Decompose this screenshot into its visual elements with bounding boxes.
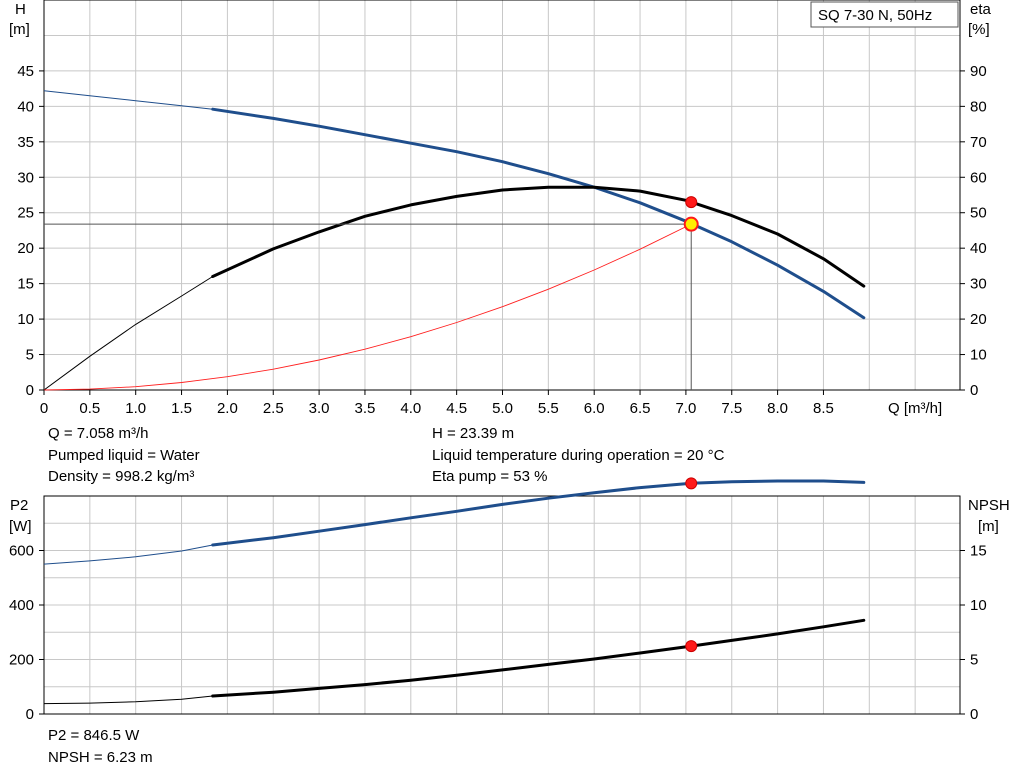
bottom-y-right-label-2: [m] — [978, 518, 999, 535]
head-efficiency-chart: 0 5 10 15 20 25 30 35 40 45 0 10 20 30 40 50 60 70 80 90 0 0.… — [9, 0, 992, 417]
top-x-tick-label: 7.5 — [721, 400, 742, 417]
top-x-tick-label: 5.5 — [538, 400, 559, 417]
top-right-tick-label: 30 — [970, 276, 987, 293]
top-x-tick-label: 4.5 — [446, 400, 467, 417]
top-x-tick-label: 8.0 — [767, 400, 788, 417]
top-h-curve — [211, 107, 866, 320]
top-x-tick-label: 3.0 — [309, 400, 330, 417]
bottom-left-tick-label: 0 — [26, 706, 34, 723]
bottom-left-tick-label: 600 — [9, 543, 34, 560]
top-y-right-label-2: [%] — [968, 21, 990, 38]
top-system-curve-extension — [43, 223, 692, 391]
top-x-tick-label: 2.0 — [217, 400, 238, 417]
bottom-tick-labels: 0 200 400 600 0 5 10 15 — [9, 543, 987, 724]
bottom-series — [43, 477, 866, 705]
top-right-tick-label: 0 — [970, 382, 978, 399]
top-x-tick-label: 6.5 — [630, 400, 651, 417]
top-ticks — [39, 70, 965, 395]
bottom-left-tick-label: 200 — [9, 652, 34, 669]
top-x-tick-label: 1.0 — [125, 400, 146, 417]
pump-title-box — [810, 1, 959, 28]
eta-operating-marker — [685, 196, 698, 209]
top-right-tick-label: 60 — [970, 169, 987, 186]
info-density: Density = 998.2 kg/m³ — [48, 468, 194, 485]
power-npsh-chart: 0 200 400 600 0 5 10 15 P2 [W] NPSH [m] — [9, 477, 1010, 724]
bottom-left-tick-label: 400 — [9, 597, 34, 614]
top-right-tick-label: 80 — [970, 98, 987, 115]
top-left-tick-label: 30 — [17, 169, 34, 186]
top-left-tick-label: 10 — [17, 311, 34, 328]
top-y-left-label-1: H — [15, 1, 26, 18]
top-tick-labels: 0 5 10 15 20 25 30 35 40 45 0 10 20 30 40 50 60 70 80 90 0 0.… — [17, 63, 986, 417]
power-operating-marker — [685, 477, 698, 490]
top-left-tick-label: 20 — [17, 240, 34, 257]
info-power: P2 = 846.5 W — [48, 727, 140, 744]
top-left-tick-label: 45 — [17, 63, 34, 80]
top-left-tick-label: 25 — [17, 205, 34, 222]
top-left-tick-label: 5 — [26, 347, 34, 364]
top-right-tick-label: 90 — [970, 63, 987, 80]
bottom-grid — [44, 496, 960, 714]
top-right-tick-label: 20 — [970, 311, 987, 328]
top-x-tick-label: 2.5 — [263, 400, 284, 417]
bottom-y-right-label-1: NPSH — [968, 497, 1010, 514]
top-x-tick-label: 6.0 — [584, 400, 605, 417]
npsh-operating-marker — [685, 640, 698, 653]
top-right-tick-label: 40 — [970, 240, 987, 257]
top-x-axis-label: Q [m³/h] — [888, 400, 942, 417]
info-eta: Eta pump = 53 % — [432, 468, 548, 485]
top-x-tick-label: 5.0 — [492, 400, 513, 417]
bottom-right-tick-label: 0 — [970, 706, 978, 723]
head-operating-marker — [683, 216, 699, 232]
top-x-tick-label: 0.5 — [79, 400, 100, 417]
top-h-curve-extension — [43, 90, 213, 110]
top-series — [43, 90, 866, 391]
top-x-tick-label: 1.5 — [171, 400, 192, 417]
bottom-y-left-label-1: P2 — [10, 497, 28, 514]
top-left-tick-label: 15 — [17, 276, 34, 293]
bottom-ticks — [39, 550, 965, 715]
pump-title: SQ 7-30 N, 50Hz — [818, 7, 932, 24]
top-right-tick-label: 10 — [970, 347, 987, 364]
top-y-left-label-2: [m] — [9, 21, 30, 38]
top-x-tick-label: 3.5 — [355, 400, 376, 417]
top-right-tick-label: 70 — [970, 134, 987, 151]
bottom-y-left-label-2: [W] — [9, 518, 32, 535]
top-y-right-label-1: eta — [970, 1, 992, 18]
operating-info-top: Q = 7.058 m³/h Pumped liquid = Water Den… — [48, 425, 725, 485]
top-x-tick-label: 8.5 — [813, 400, 834, 417]
info-temperature: Liquid temperature during operation = 20… — [432, 447, 725, 464]
bottom-right-tick-label: 15 — [970, 543, 987, 560]
top-x-tick-label: 7.0 — [675, 400, 696, 417]
info-head: H = 23.39 m — [432, 425, 514, 442]
bottom-right-tick-label: 10 — [970, 597, 987, 614]
bottom-p2-curve-extension — [43, 544, 213, 565]
top-right-tick-label: 50 — [970, 205, 987, 222]
bottom-right-tick-label: 5 — [970, 652, 978, 669]
top-left-tick-label: 40 — [17, 98, 34, 115]
info-liquid: Pumped liquid = Water — [48, 447, 200, 464]
top-grid — [44, 0, 960, 390]
operating-info-bottom: P2 = 846.5 W NPSH = 6.23 m — [48, 727, 153, 766]
bottom-npsh-curve — [211, 618, 866, 698]
bottom-npsh-curve-extension — [43, 695, 213, 705]
top-x-tick-label: 0 — [40, 400, 48, 417]
info-flow: Q = 7.058 m³/h — [48, 425, 148, 442]
top-left-tick-label: 35 — [17, 134, 34, 151]
info-npsh: NPSH = 6.23 m — [48, 749, 153, 766]
top-x-tick-label: 4.0 — [400, 400, 421, 417]
bottom-p2-curve — [211, 479, 866, 547]
top-eta-curve-extension — [43, 276, 213, 391]
top-eta-curve — [211, 185, 866, 288]
top-left-tick-label: 0 — [26, 382, 34, 399]
